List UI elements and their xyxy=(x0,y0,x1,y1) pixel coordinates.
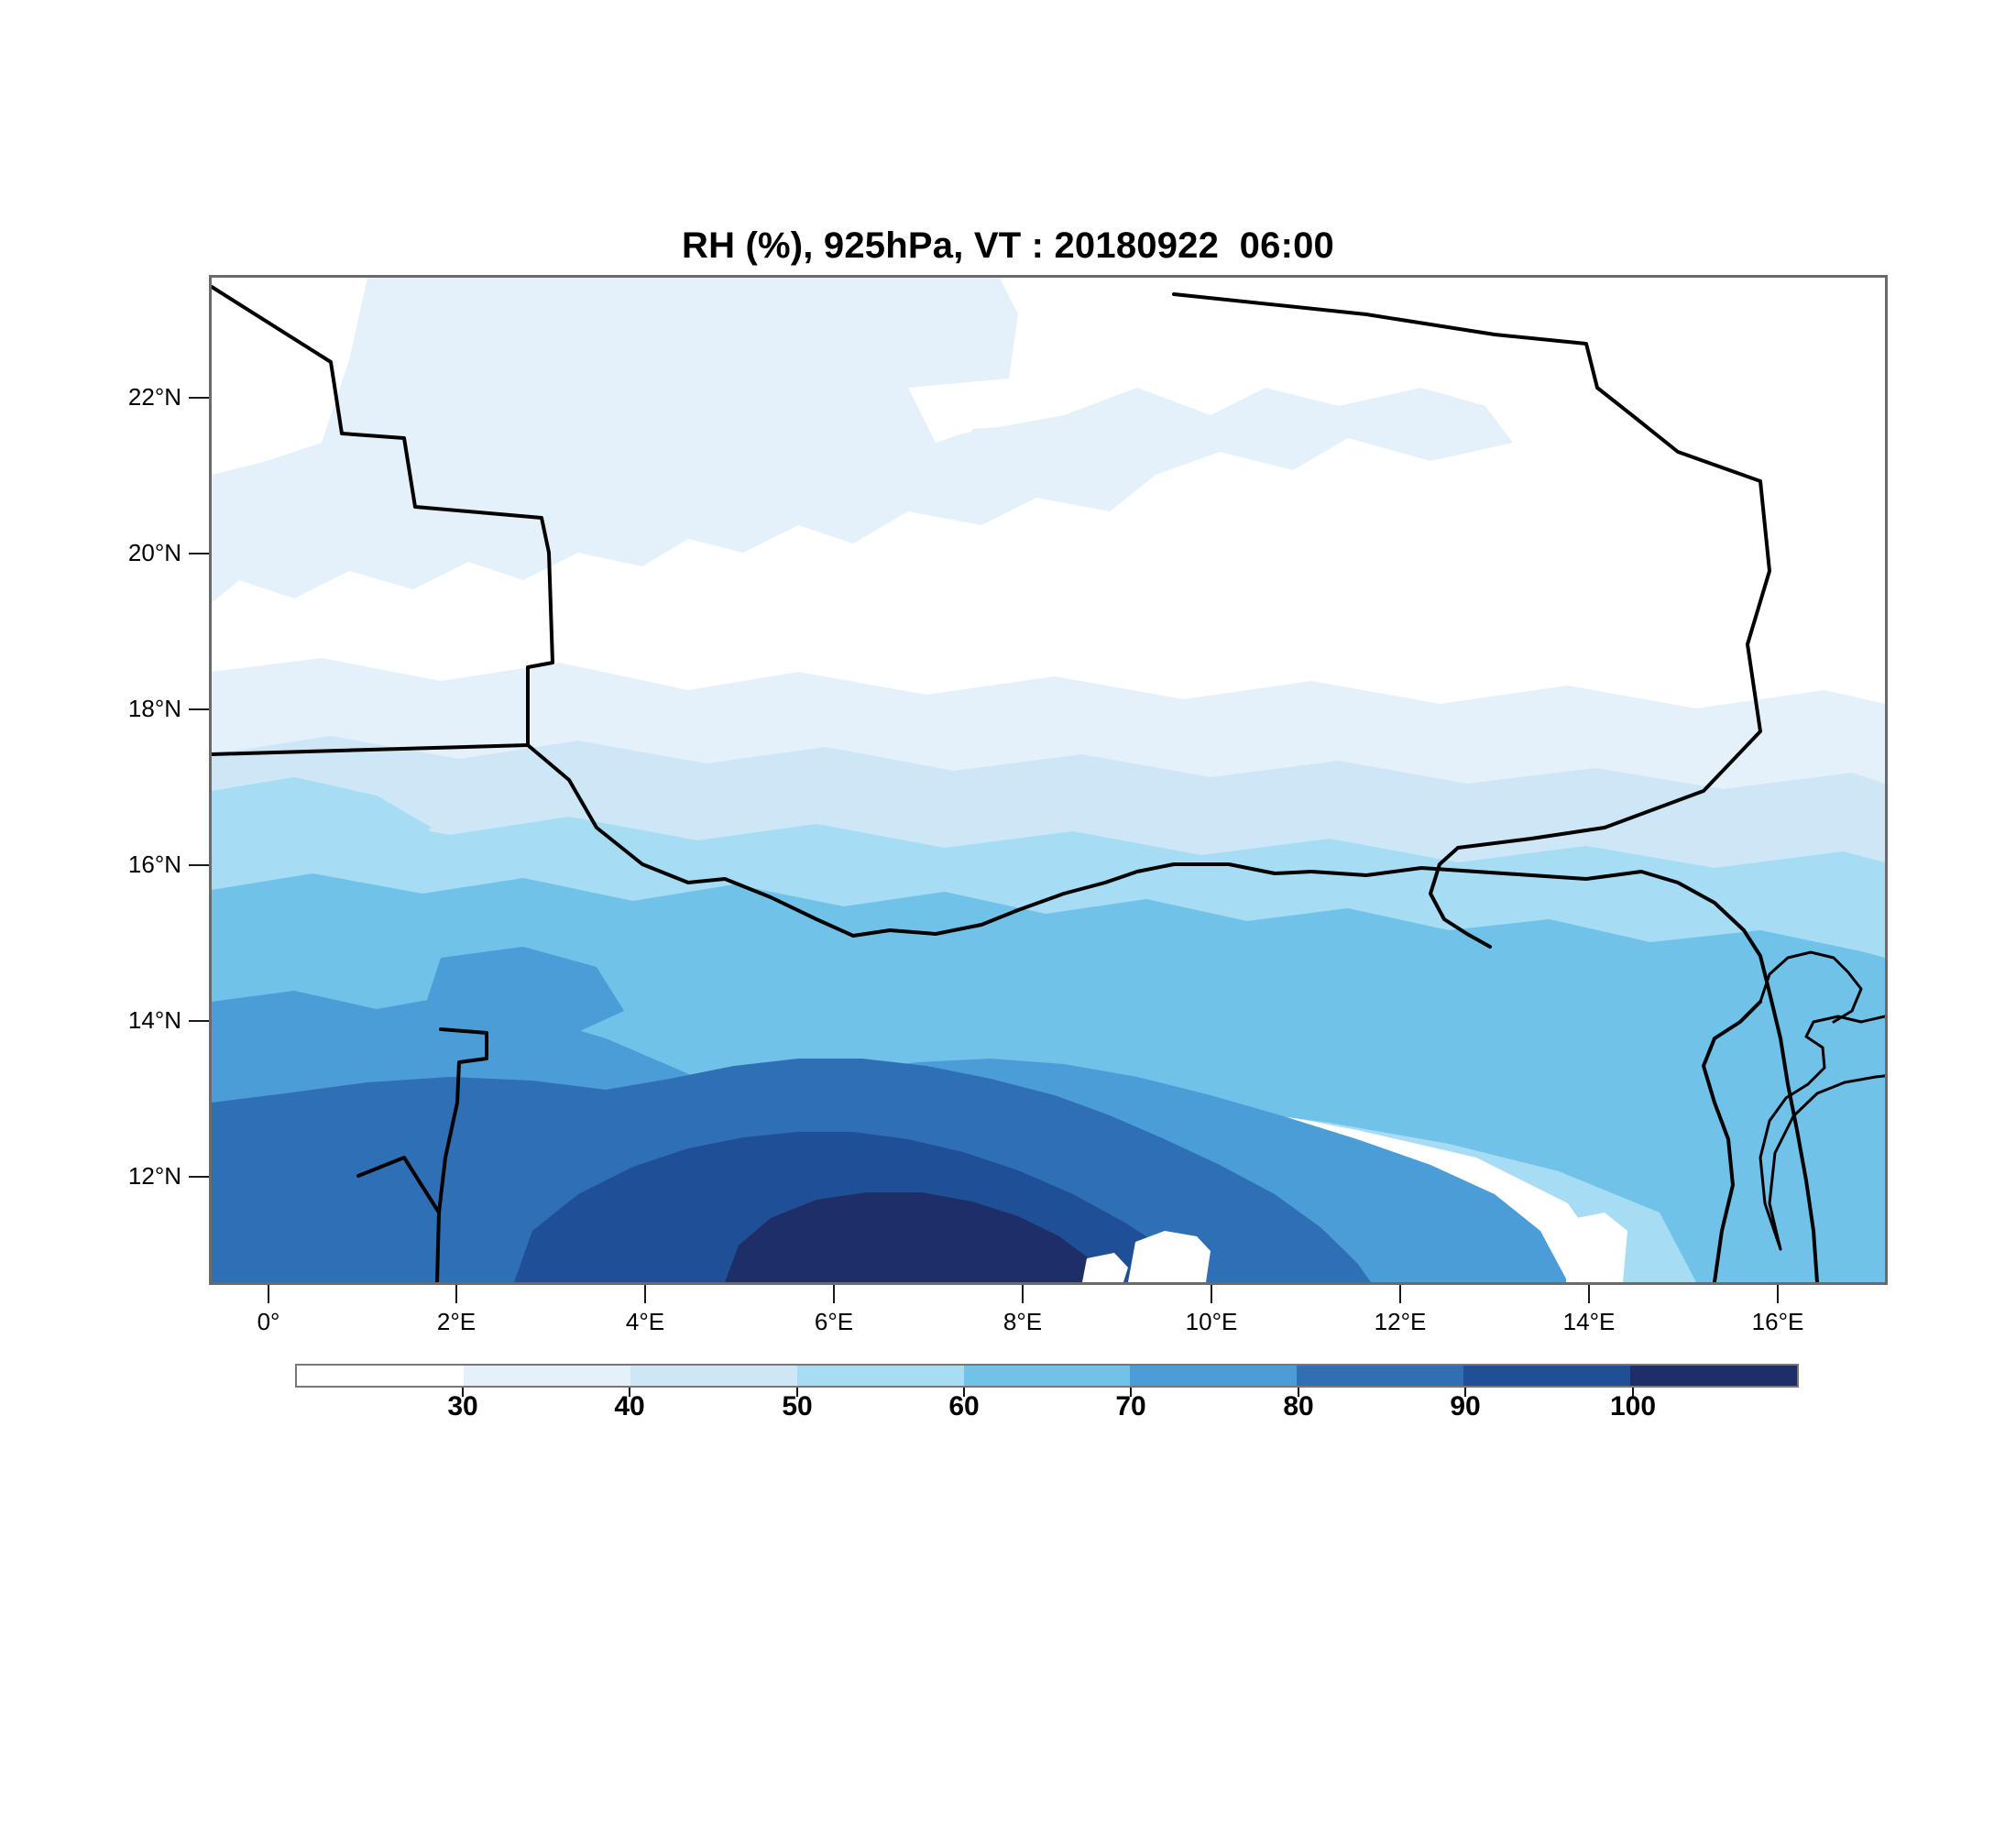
xtick-4 xyxy=(644,1285,646,1303)
xtick-label-10: 10°E xyxy=(1185,1308,1238,1335)
colorbar-segment-80-90 xyxy=(1297,1366,1464,1386)
xtick-0 xyxy=(268,1285,269,1303)
xtick-label-8: 8°E xyxy=(1003,1308,1043,1335)
colorbar-segment-90-100 xyxy=(1463,1366,1631,1386)
rh-contour-field xyxy=(212,278,1885,1282)
ytick-22 xyxy=(189,397,209,399)
colorbar-tick-50 xyxy=(796,1388,798,1397)
colorbar-segment-60-70 xyxy=(963,1366,1131,1386)
ytick-label-12: 12°N xyxy=(127,1162,181,1190)
colorbar-tick-80 xyxy=(1298,1388,1299,1397)
colorbar-segment-70-80 xyxy=(1130,1366,1298,1386)
colorbar-tick-90 xyxy=(1464,1388,1466,1397)
xtick-12 xyxy=(1399,1285,1401,1303)
xtick-label-6: 6°E xyxy=(814,1308,854,1335)
band-30-40-patch-b xyxy=(963,424,1064,475)
country-borders xyxy=(212,285,1885,1282)
colorbar-label-70: 70 xyxy=(1115,1391,1146,1421)
colorbar-label-100: 100 xyxy=(1609,1391,1657,1421)
colorbar-label-40: 40 xyxy=(614,1391,645,1421)
chart-title: RH (%), 925hPa, VT : 20180922 06:00 xyxy=(681,225,1334,266)
xtick-label-16: 16°E xyxy=(1751,1308,1804,1335)
missing-data-patch-3 xyxy=(1566,1213,1627,1282)
xtick-8 xyxy=(1022,1285,1024,1303)
band-gt100-core xyxy=(725,1192,1110,1282)
band-50-60-nw xyxy=(212,777,432,873)
ytick-label-16: 16°N xyxy=(127,851,181,878)
colorbar-tick-40 xyxy=(629,1388,630,1397)
missing-data-patch-2 xyxy=(1082,1253,1128,1282)
ytick-label-22: 22°N xyxy=(127,383,181,411)
xtick-14 xyxy=(1588,1285,1590,1303)
ytick-label-14: 14°N xyxy=(127,1006,181,1034)
ytick-label-18: 18°N xyxy=(127,695,181,722)
map-plot-area xyxy=(209,275,1888,1285)
band-30-40-patch-a xyxy=(707,470,807,539)
band-70-80-extra xyxy=(427,947,624,1040)
colorbar-tick-70 xyxy=(1130,1388,1132,1397)
colorbar-segment-50-60 xyxy=(796,1366,964,1386)
colorbar-tick-100 xyxy=(1632,1388,1634,1397)
colorbar-label-80: 80 xyxy=(1283,1391,1314,1421)
xtick-16 xyxy=(1777,1285,1779,1303)
ytick-12 xyxy=(189,1176,209,1178)
xtick-label-2: 2°E xyxy=(436,1308,477,1335)
band-30-40-north xyxy=(212,278,1513,603)
colorbar-tick-30 xyxy=(462,1388,464,1397)
colorbar-tick-60 xyxy=(963,1388,965,1397)
colorbar-label-60: 60 xyxy=(948,1391,980,1421)
ytick-14 xyxy=(189,1020,209,1022)
colorbar-segment-30-40 xyxy=(463,1366,630,1386)
missing-data-patch xyxy=(1128,1231,1211,1282)
colorbar-label-30: 30 xyxy=(447,1391,478,1421)
colorbar-label-90: 90 xyxy=(1450,1391,1481,1421)
ytick-16 xyxy=(189,864,209,866)
xtick-10 xyxy=(1211,1285,1212,1303)
colorbar-segment-gt100 xyxy=(1630,1366,1798,1386)
xtick-6 xyxy=(833,1285,835,1303)
xtick-label-4: 4°E xyxy=(625,1308,665,1335)
ytick-18 xyxy=(189,708,209,710)
xtick-label-0: 0° xyxy=(257,1308,280,1335)
ytick-20 xyxy=(189,553,209,554)
colorbar xyxy=(295,1364,1799,1388)
colorbar-label-50: 50 xyxy=(782,1391,813,1421)
colorbar-segment-40-50 xyxy=(630,1366,797,1386)
xtick-label-14: 14°E xyxy=(1562,1308,1616,1335)
colorbar-segment-lt30 xyxy=(297,1366,464,1386)
xtick-2 xyxy=(455,1285,457,1303)
xtick-label-12: 12°E xyxy=(1374,1308,1427,1335)
ytick-label-20: 20°N xyxy=(127,539,181,566)
